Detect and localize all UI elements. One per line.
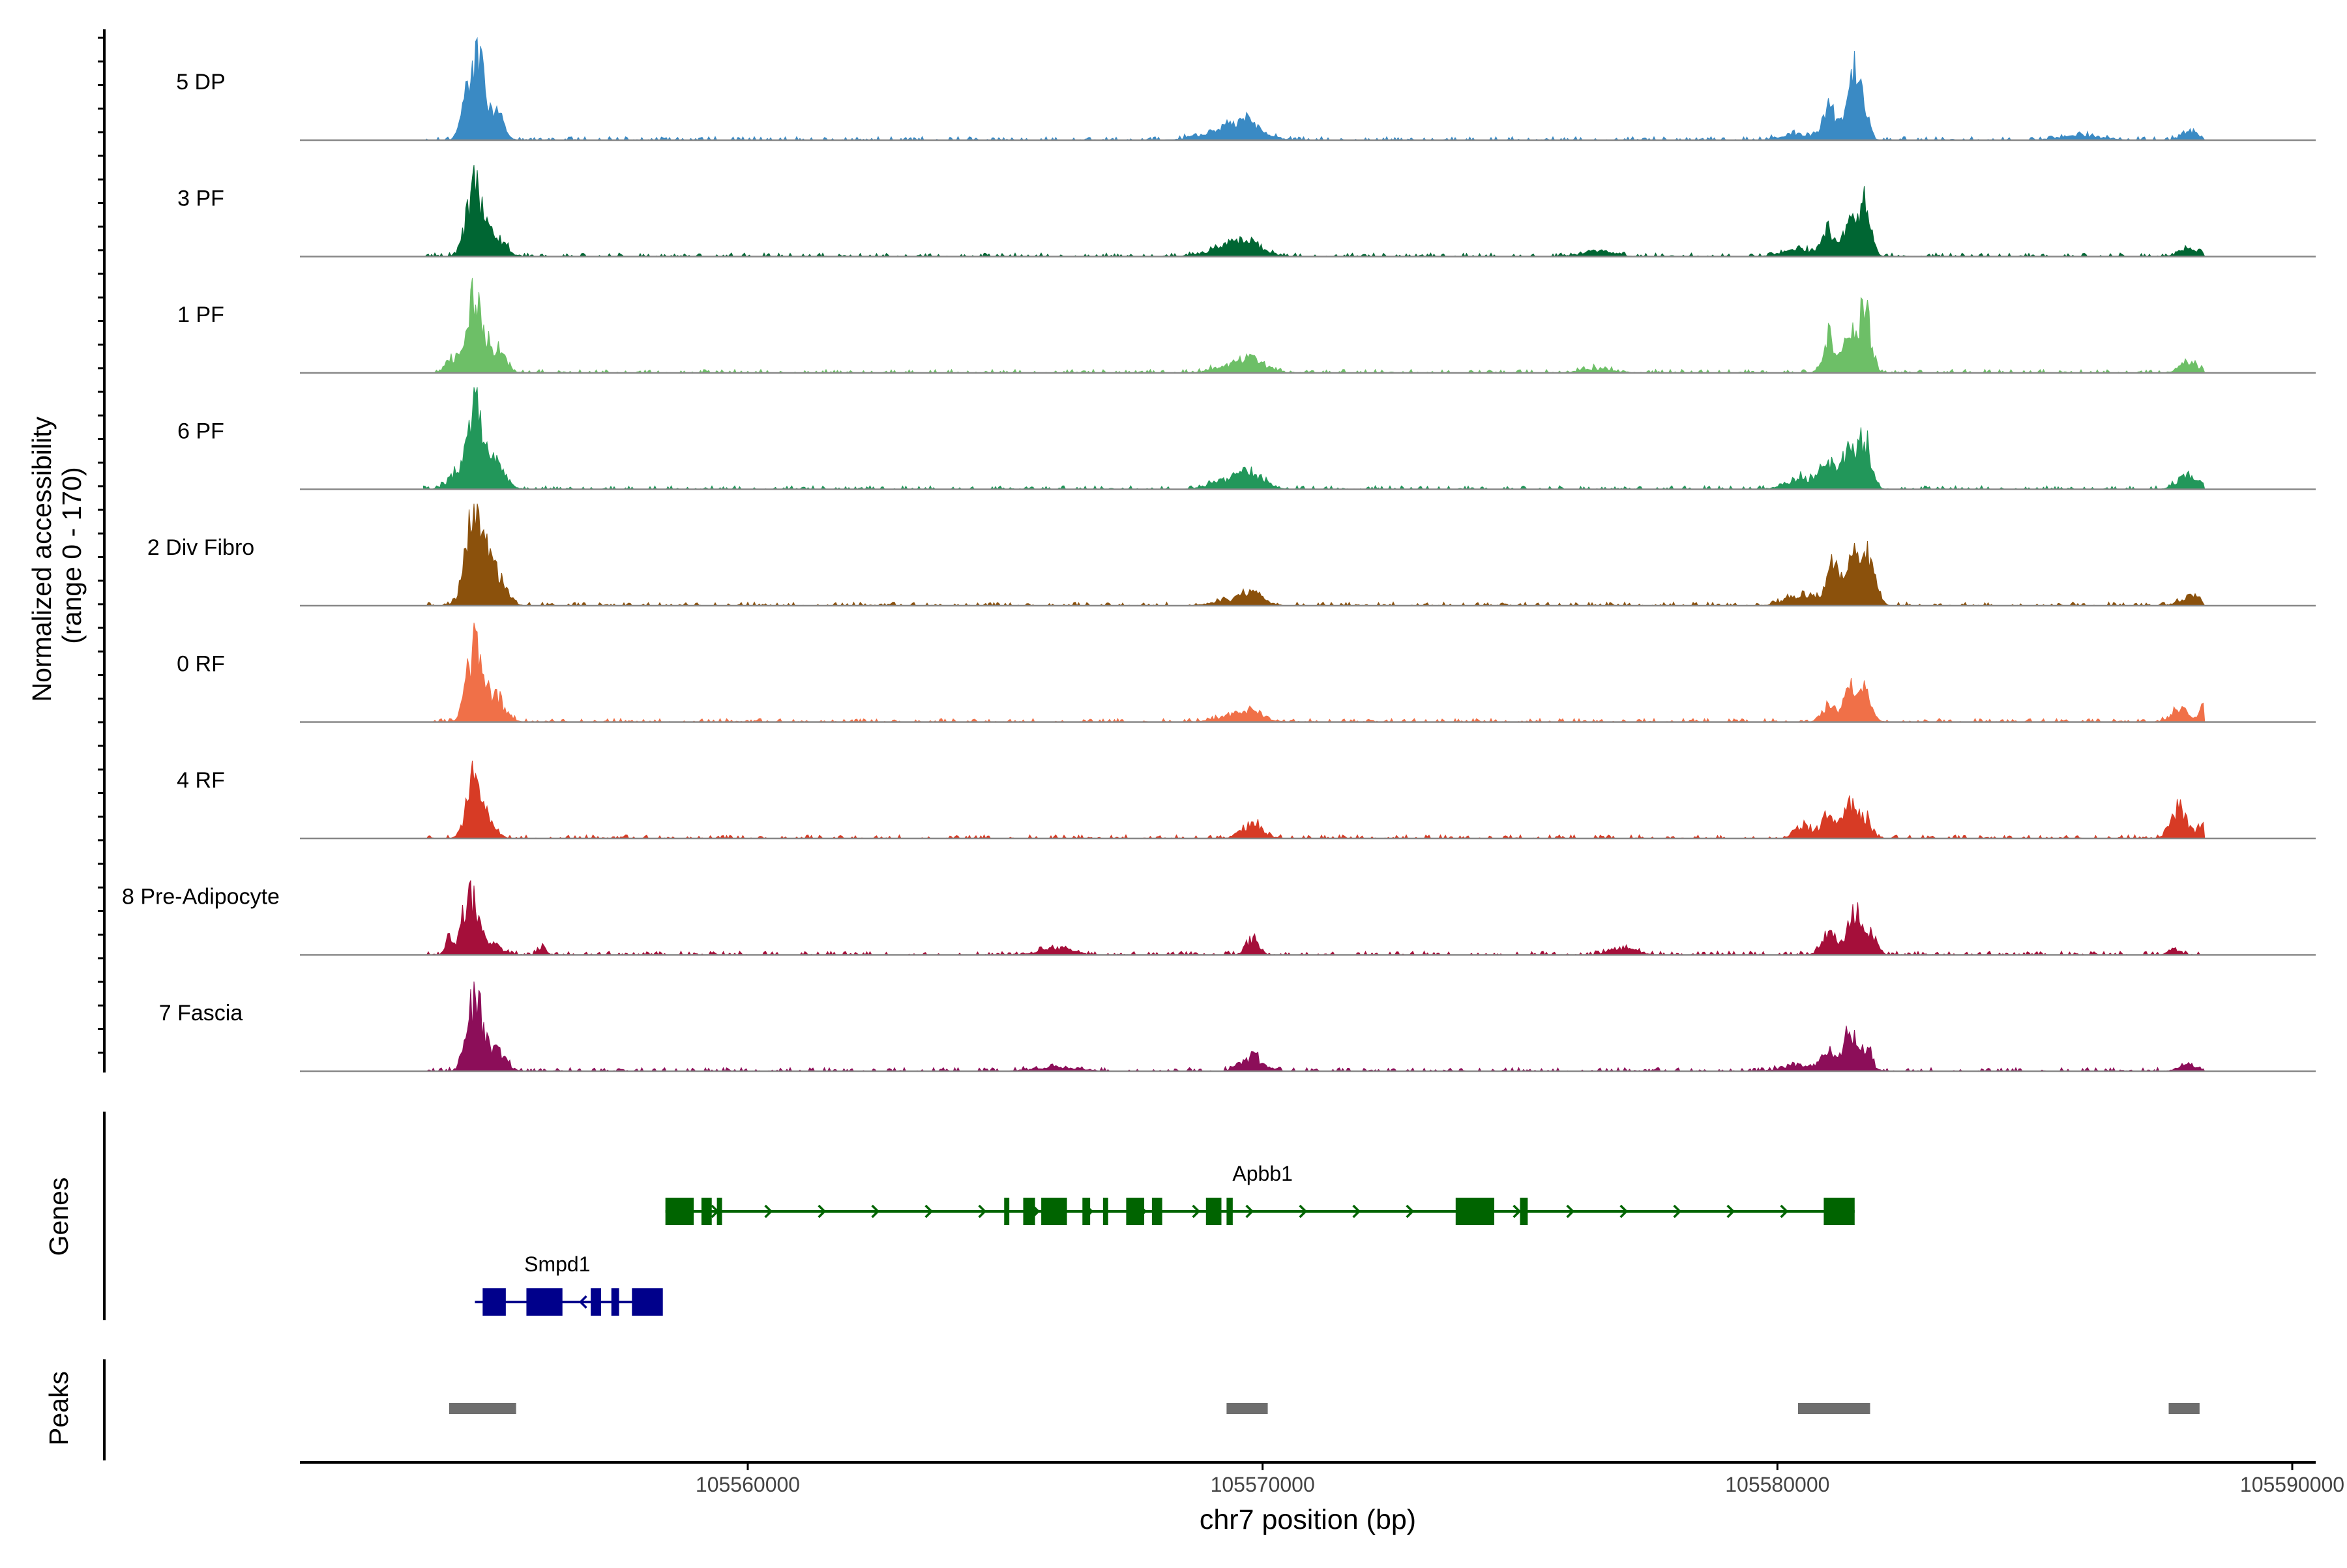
exon xyxy=(1126,1198,1145,1225)
track-label: 8 Pre-Adipocyte xyxy=(122,885,280,910)
track-1-pf: 1 PF xyxy=(177,278,2316,374)
exon xyxy=(1004,1198,1010,1225)
strand-arrow xyxy=(1726,1204,1735,1219)
genes-panel-label: Genes xyxy=(44,1177,74,1256)
strand-arrow xyxy=(1566,1204,1575,1219)
strand-arrow xyxy=(1192,1204,1201,1219)
gene-label: Apbb1 xyxy=(1232,1162,1293,1185)
strand-arrow xyxy=(1780,1204,1789,1219)
exon xyxy=(665,1198,694,1225)
coverage-area xyxy=(423,760,2206,840)
strand-arrow xyxy=(978,1204,987,1219)
track-0-rf: 0 RF xyxy=(177,622,2316,723)
exon xyxy=(591,1288,601,1316)
exon xyxy=(1102,1198,1108,1225)
genes-panel: Apbb1 Smpd1 xyxy=(475,1162,1855,1316)
peak-region xyxy=(2168,1403,2200,1414)
gene-apbb1: Apbb1 xyxy=(665,1162,1855,1225)
exon xyxy=(1226,1198,1233,1225)
gene-smpd1: Smpd1 xyxy=(475,1252,663,1316)
x-axis-title: chr7 position (bp) xyxy=(1200,1504,1416,1535)
track-2-div-fibro: 2 Div Fibro xyxy=(147,503,2316,607)
coverage-tracks: 5 DP 3 PF 1 PF 6 PF 2 Div Fibro 0 RF 4 RF 8 Pre… xyxy=(122,37,2316,1072)
exon xyxy=(716,1198,722,1225)
coverage-area xyxy=(423,37,2206,141)
strand-arrow xyxy=(924,1204,934,1219)
left-axis-group xyxy=(98,29,106,1460)
track-label: 0 RF xyxy=(177,652,225,677)
peaks-panel xyxy=(449,1403,2200,1414)
x-tick-label: 105570000 xyxy=(1211,1473,1315,1496)
track-label: 7 Fascia xyxy=(159,1001,243,1026)
strand-arrow xyxy=(871,1204,880,1219)
y-axis-title-line-2: (range 0 - 170) xyxy=(57,467,87,643)
coverage-area xyxy=(423,622,2206,723)
track-label: 5 DP xyxy=(176,70,226,95)
strand-arrow xyxy=(579,1295,587,1309)
strand-arrow xyxy=(1245,1204,1254,1219)
track-label: 1 PF xyxy=(177,303,224,327)
exon xyxy=(611,1288,619,1316)
strand-arrow xyxy=(1513,1204,1522,1219)
track-label: 3 PF xyxy=(177,186,224,211)
exon xyxy=(1041,1198,1067,1225)
coverage-area xyxy=(423,165,2206,258)
track-6-pf: 6 PF xyxy=(177,387,2316,490)
strand-arrow xyxy=(764,1204,773,1219)
x-tick-label: 105560000 xyxy=(696,1473,800,1496)
exon xyxy=(1082,1198,1091,1225)
exon xyxy=(1151,1198,1162,1225)
y-axis-title: Normalized accessibility (range 0 - 170) xyxy=(27,409,87,702)
exon xyxy=(526,1288,563,1316)
coverage-area xyxy=(423,387,2206,490)
coverage-area xyxy=(423,503,2206,607)
coverage-area xyxy=(423,880,2205,956)
strand-arrow xyxy=(1406,1204,1415,1219)
x-tick-label: 105580000 xyxy=(1725,1473,1829,1496)
track-label: 2 Div Fibro xyxy=(147,535,254,560)
exon xyxy=(1205,1198,1222,1225)
peak-region xyxy=(1797,1403,1870,1414)
track-label: 4 RF xyxy=(177,768,225,793)
track-7-fascia: 7 Fascia xyxy=(159,981,2316,1072)
track-label: 6 PF xyxy=(177,419,224,444)
y-axis-title-line-1: Normalized accessibility xyxy=(27,416,57,702)
x-tick-label: 105590000 xyxy=(2240,1473,2344,1496)
exon xyxy=(482,1288,506,1316)
coverage-area xyxy=(423,981,2206,1072)
peaks-panel-label: Peaks xyxy=(44,1371,74,1445)
strand-arrow xyxy=(1673,1204,1682,1219)
strand-arrow xyxy=(1352,1204,1361,1219)
strand-arrow xyxy=(1299,1204,1308,1219)
exon xyxy=(634,1288,663,1316)
strand-arrow xyxy=(818,1204,827,1219)
exon xyxy=(1023,1198,1035,1225)
x-axis: 105560000 105570000 105580000 105590000 xyxy=(300,1461,2344,1496)
coverage-area xyxy=(423,278,2206,374)
strand-arrow xyxy=(1619,1204,1629,1219)
peak-region xyxy=(449,1403,516,1414)
exon xyxy=(1455,1198,1495,1225)
track-8-pre-adipocyte: 8 Pre-Adipocyte xyxy=(122,880,2316,956)
track-3-pf: 3 PF xyxy=(177,165,2316,258)
track-5-dp: 5 DP xyxy=(176,37,2316,141)
track-4-rf: 4 RF xyxy=(177,760,2316,840)
exon xyxy=(701,1198,712,1225)
exon xyxy=(1520,1198,1528,1225)
gene-label: Smpd1 xyxy=(524,1252,590,1276)
exon xyxy=(1823,1198,1855,1225)
peak-region xyxy=(1226,1403,1268,1414)
